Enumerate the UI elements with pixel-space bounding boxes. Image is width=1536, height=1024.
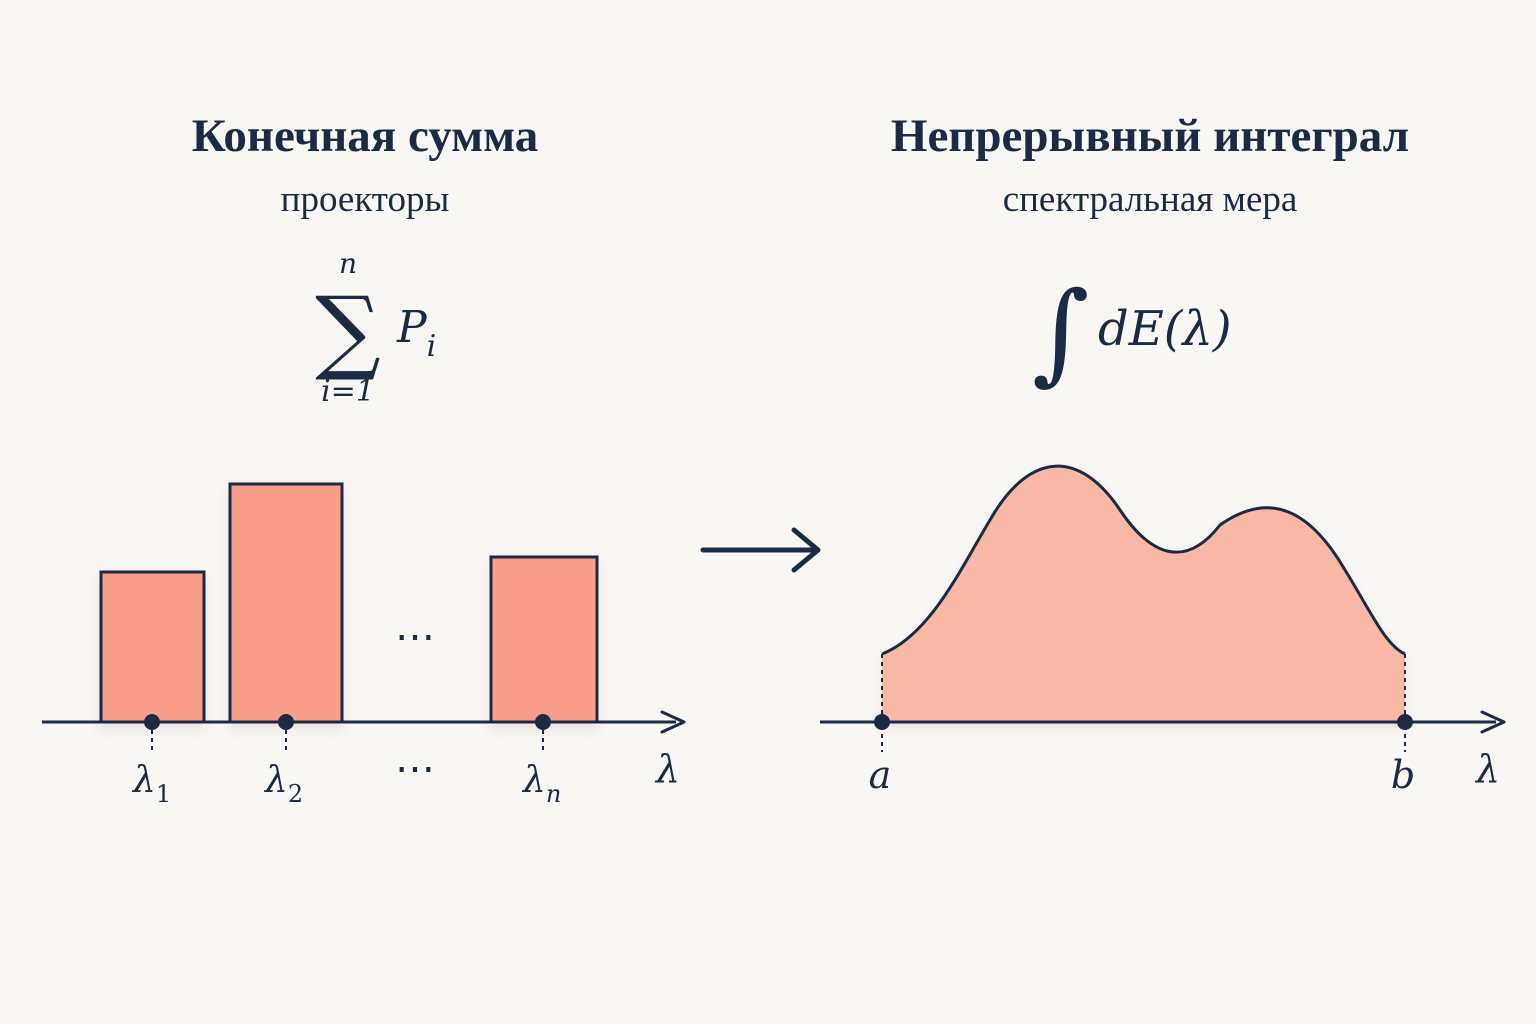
bars-ellipsis: ⋯: [395, 614, 435, 660]
sum-symbol: ∑: [315, 277, 381, 384]
eigenvalue-markers: [144, 714, 551, 752]
bound-a-point: [874, 714, 890, 730]
eigenvalue-point-n: [535, 714, 551, 730]
right-lambda-axis: [820, 710, 1506, 734]
integral-symbol: ∫: [1032, 268, 1089, 396]
projector-bar-n: [489, 555, 599, 724]
sum-term-subscript: i: [427, 329, 437, 364]
eigenvalue-label-n: λn: [521, 760, 561, 808]
eigenvalue-label-2-subscript: 2: [288, 780, 303, 808]
bound-a-label: a: [869, 753, 892, 797]
eigenvalue-label-n-symbol: λ: [521, 760, 546, 801]
right-panel-title: Непрерывный интеграл: [890, 110, 1410, 162]
left-panel-subtitle: проекторы: [280, 179, 450, 220]
left-axis-label: λ: [654, 747, 680, 791]
right-panel-subtitle: спектральная мера: [1002, 179, 1298, 220]
left-axis-arrowhead-icon: [660, 710, 686, 734]
integral-integrand: dE(λ): [1098, 301, 1232, 357]
eigenvalue-point-1: [144, 714, 160, 730]
sum-term: Pi: [396, 302, 436, 364]
integral-formula: ∫ dE(λ): [1032, 268, 1232, 396]
sum-term-letter: P: [396, 302, 428, 353]
eigenvalue-label-2-symbol: λ: [263, 760, 288, 801]
left-panel-title: Конечная сумма: [191, 110, 539, 162]
sum-lower-limit: i=1: [321, 374, 375, 409]
projector-bars: [99, 482, 599, 724]
projector-bar-2: [228, 482, 344, 724]
eigenvalue-label-n-subscript: n: [546, 780, 561, 808]
bound-b-point: [1397, 714, 1413, 730]
projector-bar-1: [99, 570, 206, 724]
right-axis-label: λ: [1474, 747, 1500, 791]
right-axis-arrowhead-icon: [1480, 710, 1506, 734]
sum-formula: n ∑ i=1 Pi: [315, 247, 436, 409]
right-arrow-icon: [700, 527, 821, 573]
eigenvalue-label-1-symbol: λ: [131, 760, 156, 801]
spectral-measure-area: [882, 466, 1405, 722]
sum-upper-limit: n: [339, 247, 357, 280]
spectral-measure-curve: [881, 464, 1406, 656]
eigenvalue-label-2: λ2: [263, 760, 303, 808]
eigenvalue-label-1: λ1: [131, 760, 171, 808]
eigenvalue-label-1-subscript: 1: [156, 780, 171, 808]
labels-ellipsis: ⋯: [395, 746, 435, 792]
eigenvalue-point-2: [278, 714, 294, 730]
bound-b-label: b: [1391, 753, 1415, 797]
